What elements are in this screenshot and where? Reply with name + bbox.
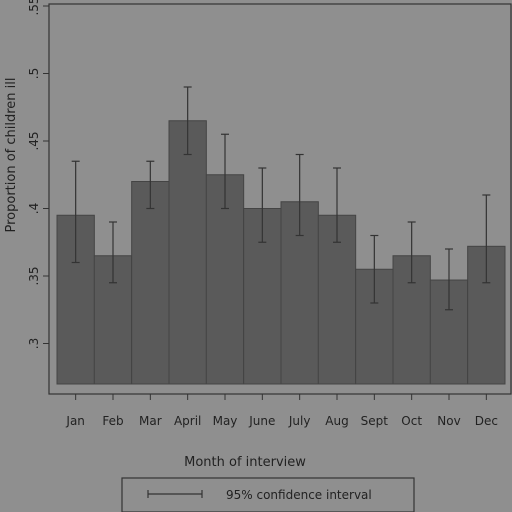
y-tick-label-1: .35	[27, 266, 41, 285]
x-tick-label-april: April	[174, 414, 201, 428]
bar-july	[280, 201, 319, 385]
y-tick-label-4: .5	[27, 68, 41, 79]
x-tick-label-dec: Dec	[475, 414, 498, 428]
x-tick-label-june: June	[248, 414, 275, 428]
y-axis-title: Proportion of children ill	[4, 78, 19, 233]
legend-label: 95% confidence interval	[226, 488, 372, 502]
y-tick-label-2: .4	[27, 203, 41, 214]
x-tick-label-mar: Mar	[139, 414, 162, 428]
y-tick-label-0: .3	[27, 338, 41, 349]
bar-april	[168, 120, 207, 385]
x-axis-title: Month of interview	[184, 455, 306, 470]
y-tick-label-3: .45	[27, 131, 41, 150]
x-tick-label-nov: Nov	[437, 414, 460, 428]
x-tick-label-feb: Feb	[102, 414, 123, 428]
x-tick-label-oct: Oct	[401, 414, 422, 428]
bar-mar	[131, 181, 170, 385]
legend-box	[121, 477, 415, 512]
y-tick-label-5: .55	[27, 0, 41, 16]
x-tick-label-may: May	[213, 414, 238, 428]
x-tick-label-sept: Sept	[361, 414, 389, 428]
x-tick-label-jan: Jan	[65, 414, 85, 428]
bar-aug	[317, 214, 357, 385]
x-tick-label-aug: Aug	[325, 414, 348, 428]
x-tick-label-july: July	[288, 414, 311, 428]
legend: 95% confidence interval	[121, 477, 415, 512]
